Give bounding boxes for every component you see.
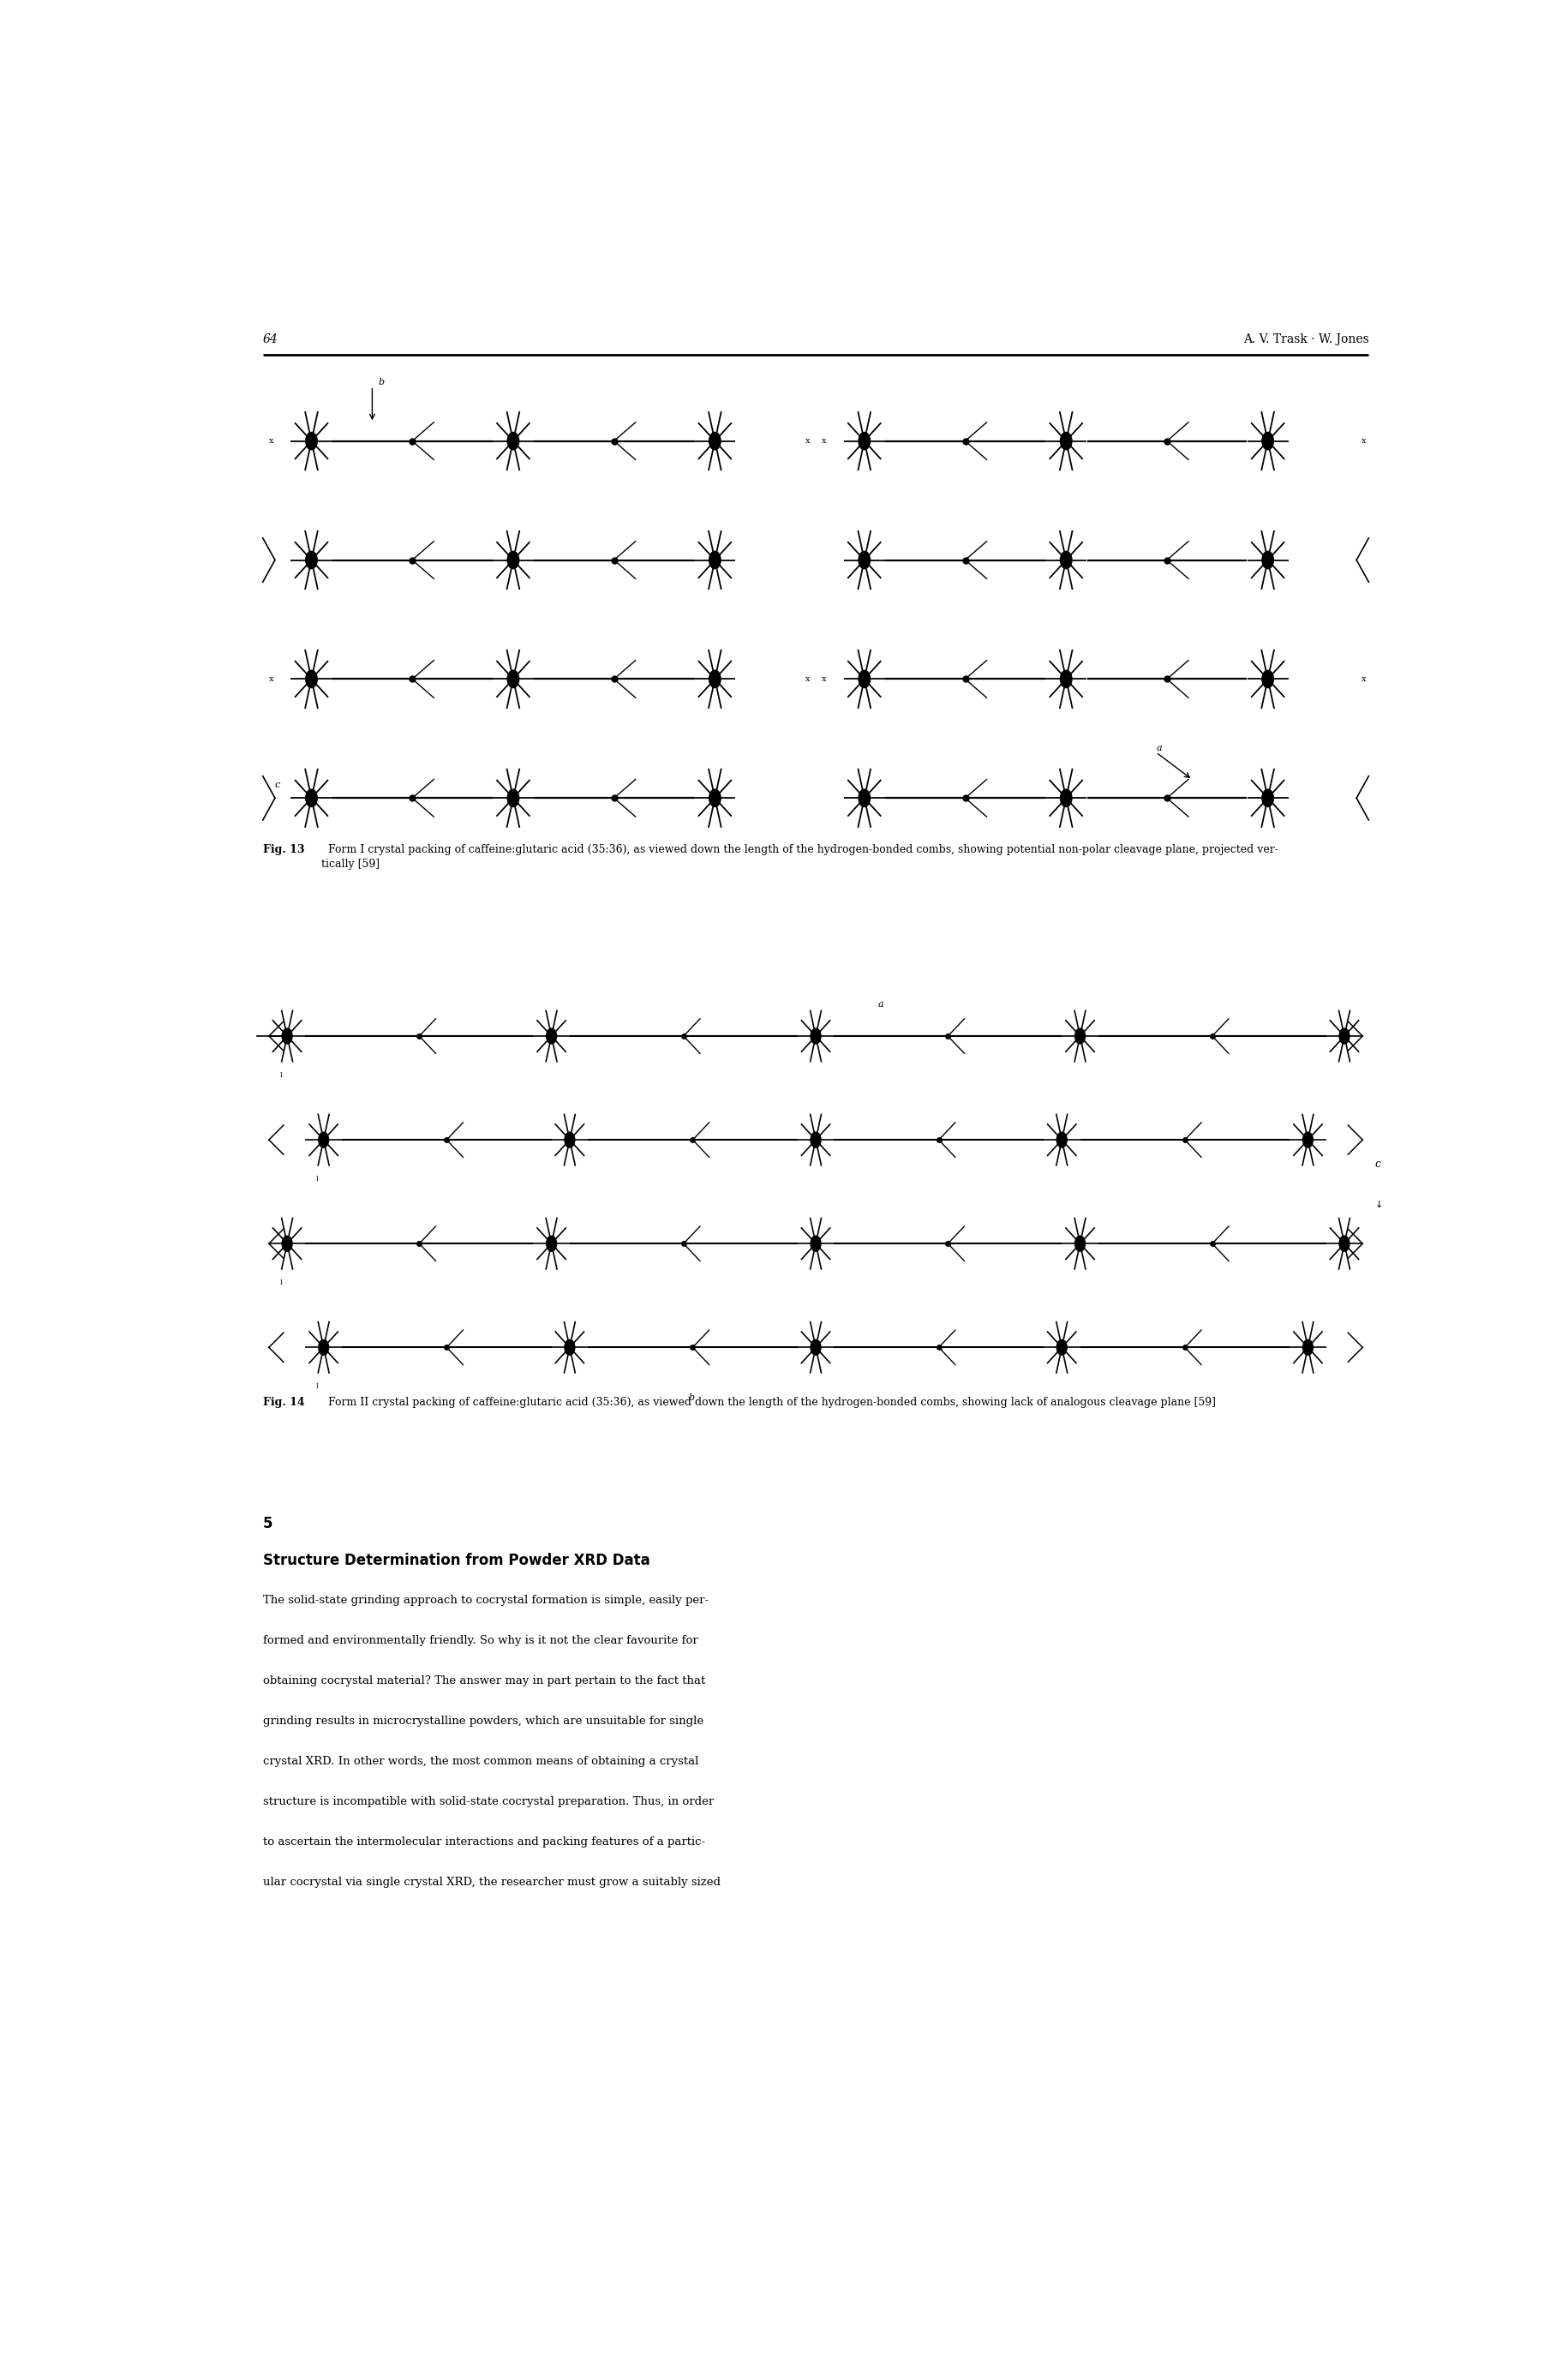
Circle shape bbox=[1057, 1339, 1066, 1355]
Text: Fig. 13: Fig. 13 bbox=[263, 844, 304, 856]
Text: ular cocrystal via single crystal XRD, the researcher must grow a suitably sized: ular cocrystal via single crystal XRD, t… bbox=[263, 1876, 720, 1888]
Text: grinding results in microcrystalline powders, which are unsuitable for single: grinding results in microcrystalline pow… bbox=[263, 1715, 704, 1726]
Circle shape bbox=[306, 552, 317, 568]
Text: Fig. 14: Fig. 14 bbox=[263, 1396, 304, 1408]
Text: Form I crystal packing of caffeine:glutaric acid (35:36), as viewed down the len: Form I crystal packing of caffeine:gluta… bbox=[321, 844, 1278, 870]
Circle shape bbox=[709, 433, 721, 449]
Text: x: x bbox=[822, 675, 826, 682]
Circle shape bbox=[546, 1027, 557, 1044]
Text: c: c bbox=[1375, 1158, 1381, 1170]
Text: structure is incompatible with solid-state cocrystal preparation. Thus, in order: structure is incompatible with solid-sta… bbox=[263, 1795, 713, 1807]
Circle shape bbox=[508, 671, 519, 687]
Circle shape bbox=[1057, 1132, 1066, 1149]
Circle shape bbox=[564, 1339, 575, 1355]
Text: 5: 5 bbox=[263, 1515, 273, 1531]
Text: b: b bbox=[378, 378, 384, 385]
Text: l: l bbox=[279, 1072, 282, 1080]
Text: b: b bbox=[688, 1394, 695, 1401]
Circle shape bbox=[1060, 552, 1073, 568]
Text: c: c bbox=[274, 780, 281, 789]
Circle shape bbox=[811, 1339, 822, 1355]
Text: Structure Determination from Powder XRD Data: Structure Determination from Powder XRD … bbox=[263, 1553, 649, 1567]
Circle shape bbox=[859, 789, 870, 806]
Circle shape bbox=[859, 552, 870, 568]
Circle shape bbox=[709, 552, 721, 568]
Circle shape bbox=[306, 789, 317, 806]
Text: obtaining cocrystal material? The answer may in part pertain to the fact that: obtaining cocrystal material? The answer… bbox=[263, 1674, 706, 1686]
Circle shape bbox=[1262, 433, 1273, 449]
Circle shape bbox=[1262, 671, 1273, 687]
Circle shape bbox=[1060, 433, 1073, 449]
Circle shape bbox=[811, 1237, 822, 1251]
Text: to ascertain the intermolecular interactions and packing features of a partic-: to ascertain the intermolecular interact… bbox=[263, 1836, 706, 1848]
Circle shape bbox=[859, 433, 870, 449]
Circle shape bbox=[318, 1339, 329, 1355]
Text: x: x bbox=[1361, 675, 1366, 682]
Circle shape bbox=[811, 1132, 822, 1149]
Circle shape bbox=[306, 433, 317, 449]
Circle shape bbox=[709, 789, 721, 806]
Circle shape bbox=[1303, 1132, 1312, 1149]
Circle shape bbox=[1339, 1027, 1350, 1044]
Circle shape bbox=[282, 1237, 292, 1251]
Circle shape bbox=[1262, 552, 1273, 568]
Circle shape bbox=[282, 1027, 292, 1044]
Circle shape bbox=[811, 1027, 822, 1044]
Circle shape bbox=[1060, 671, 1073, 687]
Circle shape bbox=[1076, 1237, 1085, 1251]
Text: The solid-state grinding approach to cocrystal formation is simple, easily per-: The solid-state grinding approach to coc… bbox=[263, 1596, 709, 1605]
Text: l: l bbox=[279, 1279, 282, 1286]
Circle shape bbox=[709, 671, 721, 687]
Text: l: l bbox=[317, 1175, 318, 1182]
Circle shape bbox=[546, 1237, 557, 1251]
Circle shape bbox=[1303, 1339, 1312, 1355]
Circle shape bbox=[1076, 1027, 1085, 1044]
Circle shape bbox=[564, 1132, 575, 1149]
Text: x: x bbox=[270, 675, 274, 682]
Text: crystal XRD. In other words, the most common means of obtaining a crystal: crystal XRD. In other words, the most co… bbox=[263, 1755, 698, 1767]
Text: a: a bbox=[878, 1001, 883, 1008]
Text: x: x bbox=[804, 438, 809, 445]
Circle shape bbox=[508, 552, 519, 568]
Text: A. V. Trask · W. Jones: A. V. Trask · W. Jones bbox=[1243, 333, 1369, 345]
Text: Form II crystal packing of caffeine:glutaric acid (35:36), as viewed down the le: Form II crystal packing of caffeine:glut… bbox=[321, 1396, 1215, 1408]
Text: x: x bbox=[1361, 438, 1366, 445]
Circle shape bbox=[859, 671, 870, 687]
Text: l: l bbox=[317, 1384, 318, 1389]
Circle shape bbox=[508, 433, 519, 449]
Circle shape bbox=[306, 671, 317, 687]
Text: x: x bbox=[822, 438, 826, 445]
Circle shape bbox=[1060, 789, 1073, 806]
Circle shape bbox=[1262, 789, 1273, 806]
Text: a: a bbox=[1156, 744, 1162, 751]
Circle shape bbox=[508, 789, 519, 806]
Circle shape bbox=[1339, 1237, 1350, 1251]
Text: ↓: ↓ bbox=[1375, 1201, 1383, 1210]
Text: 64: 64 bbox=[263, 333, 278, 345]
Text: x: x bbox=[270, 438, 274, 445]
Circle shape bbox=[318, 1132, 329, 1149]
Text: x: x bbox=[804, 675, 809, 682]
Text: formed and environmentally friendly. So why is it not the clear favourite for: formed and environmentally friendly. So … bbox=[263, 1634, 698, 1646]
